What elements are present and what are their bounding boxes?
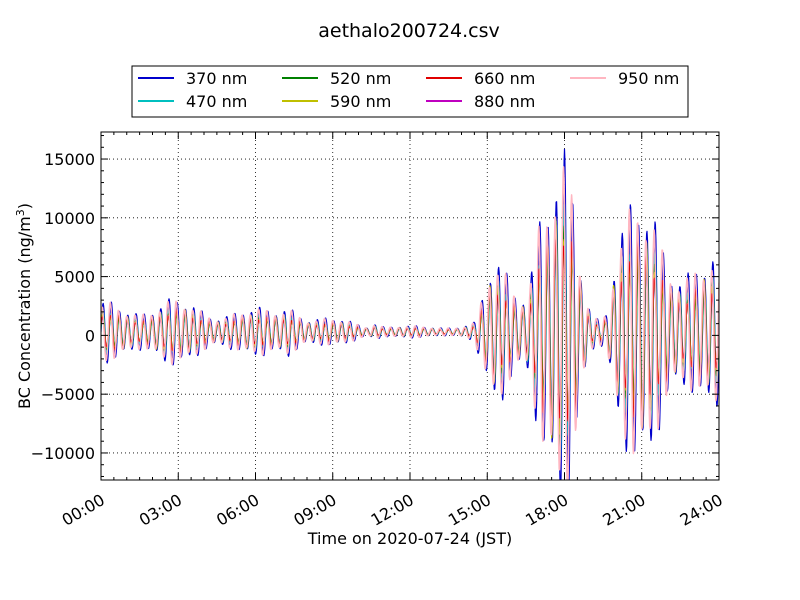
y-tick-label: −10000 xyxy=(31,444,95,463)
x-tick-label: 15:00 xyxy=(445,490,494,530)
y-axis-label: BC Concentration (ng/m3) xyxy=(14,203,35,409)
legend-label: 470 nm xyxy=(186,92,247,111)
legend-label: 590 nm xyxy=(330,92,391,111)
plot-area xyxy=(100,131,720,481)
x-tick-label: 18:00 xyxy=(522,490,571,530)
x-tick-label: 24:00 xyxy=(677,490,726,530)
legend-label: 660 nm xyxy=(474,69,535,88)
y-axis-label-main: BC Concentration (ng/m xyxy=(15,216,34,409)
x-tick-label: 06:00 xyxy=(213,490,262,530)
legend-label: 370 nm xyxy=(186,69,247,88)
legend-label: 520 nm xyxy=(330,69,391,88)
y-tick-labels: −10000 −5000 0 5000 10000 15000 xyxy=(31,150,95,463)
x-tick-label: 09:00 xyxy=(290,490,339,530)
x-tick-label: 21:00 xyxy=(599,490,648,530)
legend-items: 370 nm 470 nm 520 nm 590 nm 660 nm 880 nm 950 … xyxy=(138,69,679,111)
series-line-950-nm xyxy=(101,166,719,480)
x-tick-label: 12:00 xyxy=(368,490,417,530)
y-tick-label: 10000 xyxy=(44,209,95,228)
ticks xyxy=(100,132,720,480)
y-tick-label: 5000 xyxy=(54,268,95,287)
legend: 370 nm 470 nm 520 nm 590 nm 660 nm 880 nm 950 … xyxy=(131,65,689,118)
series-layer xyxy=(101,148,719,480)
y-tick-label: −5000 xyxy=(41,385,95,404)
chart-title: aethalo200724.csv xyxy=(318,20,500,42)
legend-frame xyxy=(131,65,689,118)
x-tick-labels: 00:00 03:00 06:00 09:00 12:00 15:00 18:00 21:00… xyxy=(59,490,726,530)
x-axis-label: Time on 2020-07-24 (JST) xyxy=(307,529,512,548)
y-tick-label: 15000 xyxy=(44,150,95,169)
y-axis-label-close: ) xyxy=(15,203,34,209)
y-axis-label-superscript: 3 xyxy=(14,209,27,216)
x-tick-label: 03:00 xyxy=(136,490,185,530)
legend-label: 950 nm xyxy=(618,69,679,88)
legend-label: 880 nm xyxy=(474,92,535,111)
y-tick-label: 0 xyxy=(85,326,95,345)
x-tick-label: 00:00 xyxy=(59,490,108,530)
